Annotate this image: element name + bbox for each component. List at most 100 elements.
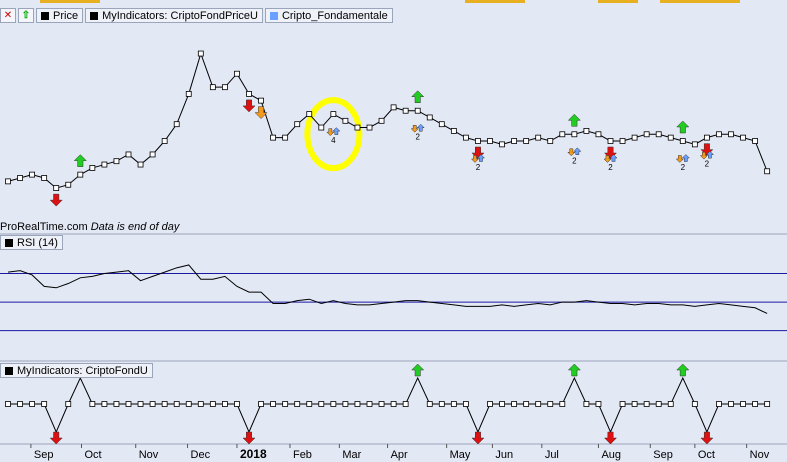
price-point bbox=[161, 138, 168, 144]
price-point bbox=[318, 124, 325, 131]
price-point bbox=[535, 134, 542, 141]
rsi-swatch bbox=[5, 238, 13, 247]
criptofondu-point bbox=[511, 401, 518, 407]
criptofondu-point bbox=[197, 401, 204, 407]
price-point bbox=[270, 134, 277, 141]
legend-item-criptofondu[interactable]: MyIndicators: CriptoFondU bbox=[0, 363, 153, 378]
criptofondu-point bbox=[691, 401, 698, 407]
up-arrow-icon bbox=[676, 363, 690, 377]
blue-arrow-icon bbox=[705, 150, 715, 159]
price-point bbox=[53, 185, 60, 191]
price-point bbox=[209, 84, 216, 91]
blue-arrow-icon bbox=[609, 154, 618, 162]
x-tick-label: Sep bbox=[34, 449, 54, 461]
price-point bbox=[752, 138, 758, 144]
price-point bbox=[511, 138, 518, 144]
criptofondu-point bbox=[113, 401, 120, 407]
signal-count: 2 bbox=[705, 160, 710, 169]
price-point bbox=[643, 131, 650, 138]
criptofondu-point bbox=[318, 401, 325, 407]
down-arrow-icon bbox=[49, 431, 63, 445]
blue-arrow-icon bbox=[476, 154, 486, 162]
price-point bbox=[487, 138, 493, 144]
criptofondu-point bbox=[5, 401, 11, 407]
criptofondu-line bbox=[8, 376, 768, 434]
signal-count: 2 bbox=[681, 163, 686, 172]
price-point bbox=[330, 111, 337, 117]
price-point bbox=[462, 134, 469, 141]
x-tick-label: 2018 bbox=[240, 447, 267, 461]
price-point bbox=[77, 171, 84, 178]
price-point bbox=[221, 84, 228, 91]
orange-arrow-icon bbox=[603, 155, 612, 163]
criptofondu-point bbox=[89, 401, 96, 407]
price-point bbox=[234, 70, 240, 77]
criptofondu-point bbox=[294, 401, 301, 407]
price-point bbox=[125, 151, 132, 158]
orange-arrow-icon bbox=[699, 151, 709, 160]
price-point bbox=[523, 138, 530, 144]
blue-arrow-icon bbox=[416, 123, 425, 132]
price-point bbox=[294, 121, 301, 128]
x-tick-label: Mar bbox=[342, 449, 361, 461]
criptofondu-point bbox=[655, 401, 662, 407]
criptofondu-point bbox=[535, 401, 542, 407]
highlight-circle bbox=[304, 97, 363, 172]
price-point bbox=[101, 161, 108, 168]
criptofondu-point bbox=[547, 401, 554, 407]
signal-count: 2 bbox=[476, 163, 481, 172]
price-point bbox=[137, 161, 144, 168]
x-tick-label: Dec bbox=[191, 449, 211, 461]
legend-item-criptofondpriceu[interactable]: MyIndicators: CriptoFondPriceU bbox=[85, 8, 263, 23]
criptofondpriceu-swatch bbox=[90, 11, 99, 20]
criptofondu-point bbox=[29, 401, 36, 407]
price-swatch bbox=[41, 11, 49, 20]
price-point bbox=[354, 124, 361, 131]
criptofondu-point bbox=[402, 401, 409, 407]
up-arrow-icon bbox=[411, 363, 425, 377]
orange-arrow-icon bbox=[470, 155, 480, 163]
legend-item-rsi[interactable]: RSI (14) bbox=[0, 235, 63, 250]
criptofondu-point bbox=[619, 401, 626, 407]
signal-count: 2 bbox=[415, 133, 420, 142]
arrow-up-icon[interactable]: ⇧ bbox=[18, 8, 34, 23]
price-point bbox=[679, 138, 686, 144]
x-tick-label: Jun bbox=[495, 449, 513, 461]
price-point bbox=[475, 138, 481, 144]
x-tick-label: Nov bbox=[139, 449, 159, 461]
rsi-line bbox=[7, 264, 768, 314]
rsi-series bbox=[7, 264, 768, 314]
price-point bbox=[402, 107, 409, 114]
down-arrow-icon bbox=[242, 431, 256, 445]
criptofondu-point bbox=[209, 401, 216, 407]
price-point bbox=[197, 50, 204, 57]
criptofondu-point bbox=[366, 401, 373, 407]
price-legend: ✕ ⇧ Price MyIndicators: CriptoFondPriceU Cri… bbox=[0, 8, 395, 23]
price-point bbox=[607, 138, 614, 144]
criptofondu-point bbox=[221, 401, 228, 407]
price-point bbox=[438, 121, 445, 128]
criptofondu-point bbox=[282, 401, 289, 407]
up-arrow-icon bbox=[567, 363, 581, 377]
criptofondu-point bbox=[426, 401, 433, 407]
criptofondu-point bbox=[764, 401, 771, 407]
close-icon[interactable]: ✕ bbox=[0, 8, 16, 23]
criptofondu-point bbox=[306, 401, 313, 407]
rsi-legend: RSI (14) bbox=[0, 235, 65, 250]
price-point bbox=[559, 131, 566, 138]
price-point bbox=[704, 134, 710, 141]
criptofondu-point bbox=[390, 401, 397, 407]
legend-item-price[interactable]: Price bbox=[36, 8, 84, 23]
x-tick-label: Feb bbox=[293, 449, 312, 461]
criptofondu-point bbox=[438, 401, 445, 407]
price-point bbox=[740, 134, 746, 141]
legend-item-cripto-fondamentale[interactable]: Cripto_Fondamentale bbox=[264, 8, 393, 23]
price-point bbox=[655, 131, 662, 138]
orange-arrow-icon bbox=[326, 128, 335, 136]
top-decoration bbox=[40, 0, 740, 3]
orange-arrow-icon bbox=[675, 155, 684, 163]
signal-count: 2 bbox=[572, 156, 577, 165]
price-point bbox=[173, 121, 180, 128]
criptofondu-point bbox=[330, 401, 337, 407]
